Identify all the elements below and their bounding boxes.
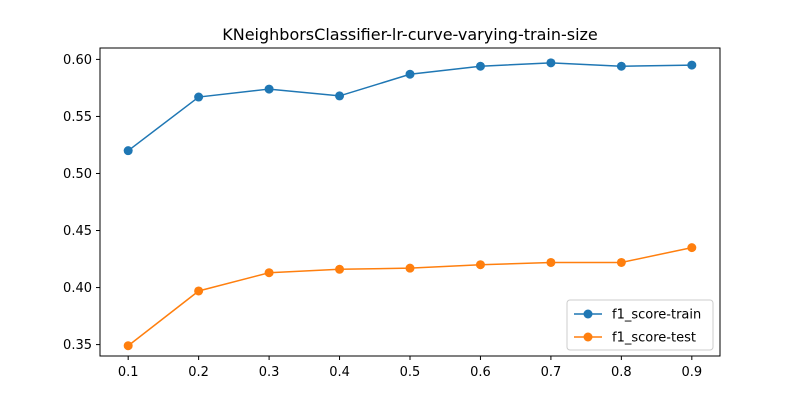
series-layer (123, 58, 697, 351)
x-tick-label: 0.3 (259, 365, 280, 380)
data-point-test (123, 341, 133, 351)
data-point-test (405, 263, 415, 273)
legend-marker-test (583, 332, 593, 342)
data-point-train (123, 146, 133, 156)
x-tick-label: 0.1 (118, 365, 139, 380)
legend-label-train: f1_score-train (612, 308, 701, 323)
data-point-test (194, 286, 204, 296)
data-point-train (687, 60, 697, 70)
legend-marker-train (583, 309, 593, 319)
legend-box (566, 299, 714, 351)
x-tick-label: 0.4 (329, 365, 350, 380)
axes: 0.1 0.2 0.3 0.4 0.5 0.6 0.7 0.8 0.9 0.35 0.40 0.45 0… (63, 53, 702, 380)
data-point-test (546, 257, 556, 267)
y-tick-label: 0.40 (63, 281, 92, 296)
y-tick-label: 0.60 (63, 53, 92, 68)
data-point-train (405, 69, 415, 79)
plot-frame (99, 47, 721, 357)
chart-title: KNeighborsClassifier-lr-curve-varying-tr… (222, 25, 598, 44)
data-point-train (335, 91, 345, 101)
legend-label-test: f1_score-test (612, 331, 696, 346)
data-point-train (616, 61, 626, 71)
data-point-test (335, 264, 345, 274)
data-point-test (687, 243, 697, 253)
data-point-train (264, 84, 274, 94)
y-tick-label: 0.45 (63, 224, 92, 239)
data-point-train (194, 92, 204, 102)
y-tick-label: 0.50 (63, 167, 92, 182)
y-tick-label: 0.55 (63, 110, 92, 125)
data-point-train (546, 58, 556, 68)
x-tick-label: 0.7 (541, 365, 562, 380)
y-tick-label: 0.35 (63, 338, 92, 353)
x-tick-label: 0.5 (400, 365, 421, 380)
x-tick-label: 0.6 (470, 365, 491, 380)
data-point-test (264, 268, 274, 278)
x-tick-label: 0.2 (188, 365, 209, 380)
data-point-train (475, 61, 485, 71)
data-point-test (475, 260, 485, 270)
x-tick-label: 0.8 (611, 365, 632, 380)
data-point-test (616, 257, 626, 267)
x-tick-label: 0.9 (681, 365, 702, 380)
legend: f1_score-train f1_score-test (566, 299, 714, 351)
